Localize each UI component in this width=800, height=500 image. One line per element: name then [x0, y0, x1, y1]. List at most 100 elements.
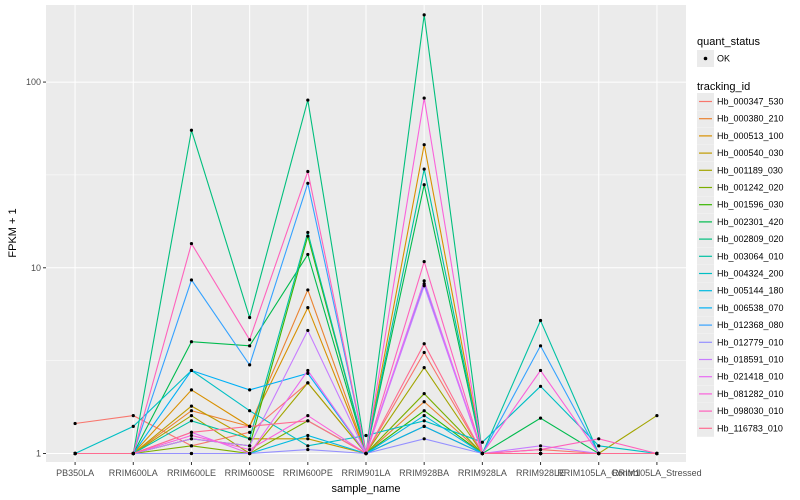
x-tick-label: RRIM928LE — [516, 468, 565, 478]
data-point — [189, 451, 194, 456]
data-point — [306, 368, 310, 373]
legend-label: OK — [717, 54, 730, 64]
data-point — [248, 437, 252, 441]
x-tick-label: PB350LA — [56, 468, 94, 478]
x-tick-label: RRIM928BA — [399, 468, 449, 478]
data-point — [306, 169, 310, 174]
data-point — [422, 284, 426, 288]
data-point — [131, 451, 135, 456]
data-point — [306, 371, 310, 375]
data-point — [306, 328, 310, 333]
data-point — [189, 340, 194, 344]
data-point — [189, 419, 194, 423]
legend-label: Hb_000347_530 — [717, 97, 784, 107]
data-point — [306, 444, 310, 448]
legend-label: Hb_081282_010 — [717, 389, 784, 399]
legend-label: Hb_002301_420 — [717, 217, 784, 227]
data-point — [422, 143, 426, 147]
data-point — [131, 413, 135, 418]
data-point — [597, 444, 601, 448]
legend-label: Hb_021418_010 — [717, 372, 784, 382]
data-point — [538, 318, 543, 323]
data-point — [189, 404, 194, 408]
legend-tracking-id: tracking_id Hb_000347_530 Hb_000380_210 Hb… — [697, 81, 784, 437]
data-point — [189, 409, 194, 413]
legend-label: Hb_001189_030 — [717, 165, 783, 175]
data-point — [422, 96, 426, 100]
data-point — [248, 363, 252, 367]
data-point — [189, 433, 194, 438]
data-point — [306, 381, 310, 385]
legend-label: Hb_018591_010 — [717, 355, 784, 365]
legend-point-symbol — [703, 56, 708, 61]
data-point — [422, 413, 426, 418]
data-point — [248, 424, 252, 428]
data-point — [73, 451, 77, 456]
data-point — [364, 433, 368, 438]
x-tick-label: RRIM600LA — [109, 468, 158, 478]
data-point — [422, 419, 426, 423]
y-tick-label: 100 — [26, 77, 41, 87]
legend-label: Hb_116783_010 — [717, 423, 783, 433]
x-tick-label: RRIM600LE — [167, 468, 216, 478]
data-point — [189, 413, 194, 418]
data-point — [655, 451, 659, 456]
data-point — [422, 350, 426, 355]
data-point — [422, 259, 426, 264]
data-point — [306, 252, 310, 257]
data-point — [189, 128, 194, 132]
data-point — [306, 433, 310, 438]
legend-label: Hb_005144_180 — [717, 286, 784, 296]
data-point — [422, 437, 426, 441]
y-axis: 1 10 100 — [26, 77, 46, 459]
x-tick-label: RRIM901LA — [341, 468, 390, 478]
data-point — [538, 447, 543, 452]
legend-label: Hb_098030_010 — [717, 406, 784, 416]
data-points — [73, 13, 659, 456]
data-point — [248, 444, 252, 448]
data-point — [480, 440, 484, 444]
data-point — [306, 181, 310, 185]
data-point — [538, 451, 543, 456]
y-axis-title: FPKM + 1 — [7, 208, 19, 257]
data-point — [538, 384, 543, 388]
data-point — [538, 344, 543, 348]
x-axis: PB350LA RRIM600LA RRIM600LE RRIM600SE RRIM60… — [56, 462, 702, 478]
data-point — [422, 366, 426, 370]
x-tick-label: RRIM105LA_Stressed — [612, 468, 702, 478]
data-point — [131, 424, 135, 428]
data-point — [422, 13, 426, 17]
data-point — [306, 98, 310, 102]
legend-quant-status-title: quant_status — [697, 36, 760, 48]
data-point — [248, 388, 252, 392]
legend-label: Hb_002809_020 — [717, 234, 784, 244]
x-tick-label: RRIM600SE — [225, 468, 275, 478]
x-tick-label: RRIM105LA_Control — [557, 468, 640, 478]
x-tick-label: RRIM928LA — [458, 468, 507, 478]
x-tick-label: RRIM600PE — [283, 468, 333, 478]
legend-label: Hb_012779_010 — [717, 337, 784, 347]
data-point — [422, 424, 426, 428]
data-point — [189, 241, 194, 246]
data-point — [306, 230, 310, 235]
legend-label: Hb_000540_030 — [717, 148, 784, 158]
data-point — [422, 279, 426, 283]
data-point — [248, 409, 252, 413]
data-point — [422, 167, 426, 171]
legend-label: Hb_000513_100 — [717, 131, 784, 141]
data-point — [189, 388, 194, 392]
data-point — [422, 183, 426, 187]
data-point — [364, 451, 368, 456]
legend-label: Hb_004324_200 — [717, 269, 784, 279]
data-point — [73, 421, 77, 426]
y-tick-label: 10 — [31, 263, 41, 273]
legend-label: Hb_001242_020 — [717, 183, 784, 193]
legend-label: Hb_003064_010 — [717, 251, 784, 261]
legend-tracking-id-title: tracking_id — [697, 81, 750, 93]
data-point — [248, 430, 252, 434]
data-point — [538, 416, 543, 420]
data-point — [306, 419, 310, 423]
data-point — [422, 409, 426, 413]
data-point — [597, 451, 601, 456]
